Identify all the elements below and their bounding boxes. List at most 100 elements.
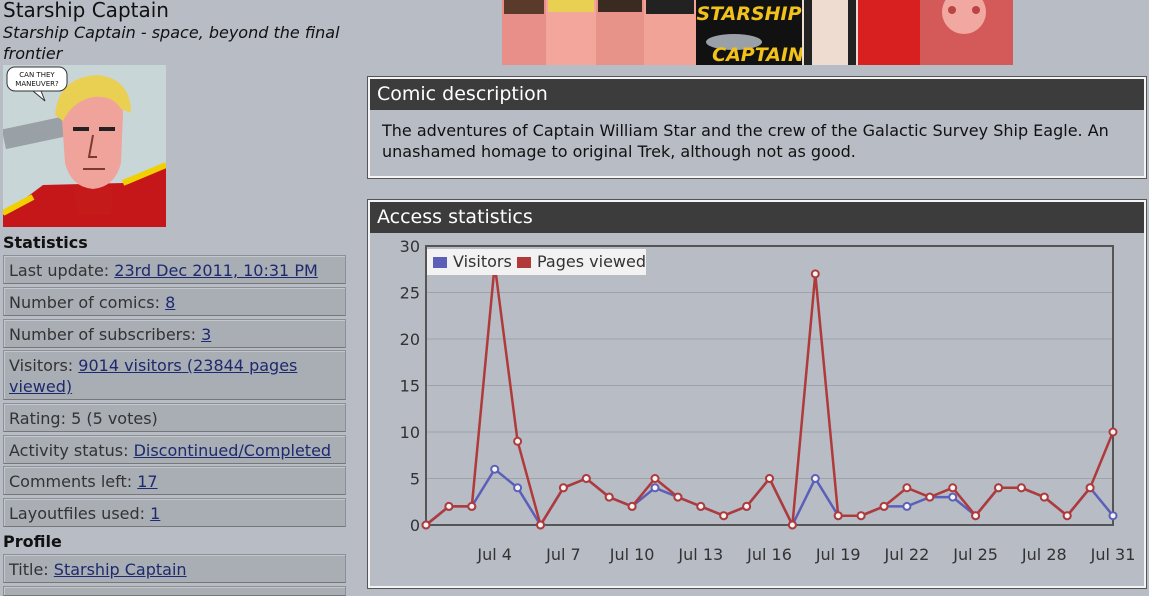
x-tick-label: Jul 19 (815, 545, 861, 564)
legend-swatch-visitors (433, 257, 447, 268)
access-statistics-panel: Access statistics 0 5 10 15 20 25 30 Jul 4 Jul … (367, 199, 1147, 589)
stat-comic-count: Number of comics: 8 (3, 287, 346, 316)
comic-description-heading: Comic description (370, 79, 1144, 110)
data-point[interactable] (765, 474, 774, 483)
data-point[interactable] (856, 511, 866, 521)
data-point[interactable] (742, 501, 752, 511)
access-chart: 0 5 10 15 20 25 30 Jul 4 Jul 7 Jul 10 Jul 13 Jul 1… (400, 237, 1136, 564)
data-point[interactable] (948, 483, 958, 493)
stat-comments-label: Comments left: (9, 472, 133, 491)
data-point[interactable] (558, 483, 568, 493)
y-tick-label: 15 (400, 377, 420, 396)
profile-title-link[interactable]: Starship Captain (53, 560, 187, 579)
data-point[interactable] (1108, 511, 1118, 521)
data-point[interactable] (421, 520, 431, 530)
stat-subscribers-label: Number of subscribers: (9, 325, 196, 344)
data-point[interactable] (467, 501, 477, 511)
y-tick-label: 10 (400, 423, 420, 442)
y-tick-label: 0 (410, 516, 420, 535)
data-point[interactable] (810, 474, 820, 483)
subscribers-link[interactable]: 3 (201, 325, 212, 344)
stat-rating: Rating: 5 (5 votes) (3, 403, 346, 432)
stat-comic-count-label: Number of comics: (9, 293, 161, 312)
data-point[interactable] (444, 501, 454, 511)
data-point[interactable] (787, 520, 797, 530)
last-update-link[interactable]: 23rd Dec 2011, 10:31 PM (114, 261, 318, 280)
y-tick-label: 25 (400, 284, 420, 303)
y-tick-label: 20 (400, 330, 420, 349)
y-tick-label: 5 (410, 470, 420, 489)
stat-activity-label: Activity status: (9, 441, 129, 460)
comic-description-text: The adventures of Captain William Star a… (382, 121, 1109, 161)
svg-text:CAN THEY: CAN THEY (19, 71, 55, 79)
stat-last-update-label: Last update: (9, 261, 110, 280)
comic-count-link[interactable]: 8 (165, 293, 176, 312)
data-point[interactable] (513, 483, 523, 493)
access-statistics-heading: Access statistics (370, 202, 1144, 233)
x-tick-label: Jul 25 (952, 545, 998, 564)
profile-next-row (3, 586, 346, 596)
x-tick-label: Jul 4 (476, 545, 512, 564)
data-point[interactable] (627, 501, 637, 511)
layoutfiles-link[interactable]: 1 (150, 504, 161, 523)
data-point[interactable] (971, 511, 981, 521)
data-point[interactable] (994, 483, 1003, 493)
profile-title-row: Title: Starship Captain (3, 554, 346, 583)
data-point[interactable] (490, 464, 500, 474)
series-pages-viewed (421, 260, 1118, 530)
visitors-link[interactable]: 9014 visitors (23844 pages viewed) (9, 356, 298, 396)
data-point[interactable] (1016, 483, 1026, 493)
data-point[interactable] (650, 483, 660, 493)
data-point[interactable] (1085, 483, 1095, 493)
y-tick-label: 30 (400, 237, 420, 256)
captain-portrait-image: CAN THEY MANEUVER? (3, 65, 166, 227)
data-point[interactable] (902, 501, 912, 511)
banner-image: STARSHIP CAPTAIN (502, 0, 1013, 65)
data-point[interactable] (810, 269, 820, 279)
data-point[interactable] (581, 474, 591, 483)
comic-thumbnail[interactable]: CAN THEY MANEUVER? (3, 65, 166, 227)
x-tick-label: Jul 13 (677, 545, 723, 564)
legend-background (427, 249, 646, 275)
data-point[interactable] (925, 492, 935, 502)
x-tick-label: Jul 7 (545, 545, 581, 564)
comic-banner[interactable]: STARSHIP CAPTAIN (502, 0, 1013, 65)
chart-legend: Visitors Pages viewed (427, 249, 646, 275)
data-point[interactable] (719, 511, 729, 521)
stat-layoutfiles-label: Layoutfiles used: (9, 504, 146, 523)
comic-subtitle: Starship Captain - space, beyond the fin… (3, 23, 340, 63)
legend-swatch-pages-viewed (517, 257, 531, 268)
data-point[interactable] (1039, 492, 1049, 502)
x-tick-label: Jul 31 (1090, 545, 1136, 564)
stat-layoutfiles: Layoutfiles used: 1 (3, 498, 346, 527)
data-point[interactable] (879, 501, 889, 511)
stat-activity-status: Activity status: Discontinued/Completed (3, 435, 346, 464)
x-tick-label: Jul 16 (746, 545, 792, 564)
x-tick-label: Jul 28 (1021, 545, 1067, 564)
data-point[interactable] (673, 492, 683, 502)
banner-logo-line2: CAPTAIN (712, 44, 804, 65)
data-point[interactable] (650, 474, 660, 483)
data-point[interactable] (536, 520, 545, 530)
stat-comments: Comments left: 17 (3, 466, 346, 495)
stat-visitors: Visitors: 9014 visitors (23844 pages vie… (3, 350, 346, 400)
comic-description-panel: Comic description The adventures of Capt… (367, 76, 1147, 179)
legend-label-visitors: Visitors (453, 252, 512, 271)
data-point[interactable] (833, 511, 843, 521)
data-point[interactable] (604, 492, 614, 502)
statistics-heading: Statistics (3, 233, 88, 252)
comic-title: Starship Captain (3, 0, 169, 22)
stat-visitors-label: Visitors: (9, 356, 74, 375)
series-line (425, 264, 1115, 530)
data-point[interactable] (513, 436, 523, 446)
legend-label-pages-viewed: Pages viewed (537, 252, 646, 271)
activity-status-link[interactable]: Discontinued/Completed (133, 441, 332, 460)
data-point[interactable] (1108, 427, 1118, 437)
x-tick-label: Jul 22 (884, 545, 930, 564)
data-point[interactable] (902, 483, 912, 493)
data-point[interactable] (696, 501, 706, 511)
data-point[interactable] (948, 492, 958, 502)
svg-text:MANEUVER?: MANEUVER? (15, 80, 59, 88)
data-point[interactable] (1062, 511, 1072, 521)
comments-link[interactable]: 17 (137, 472, 158, 491)
